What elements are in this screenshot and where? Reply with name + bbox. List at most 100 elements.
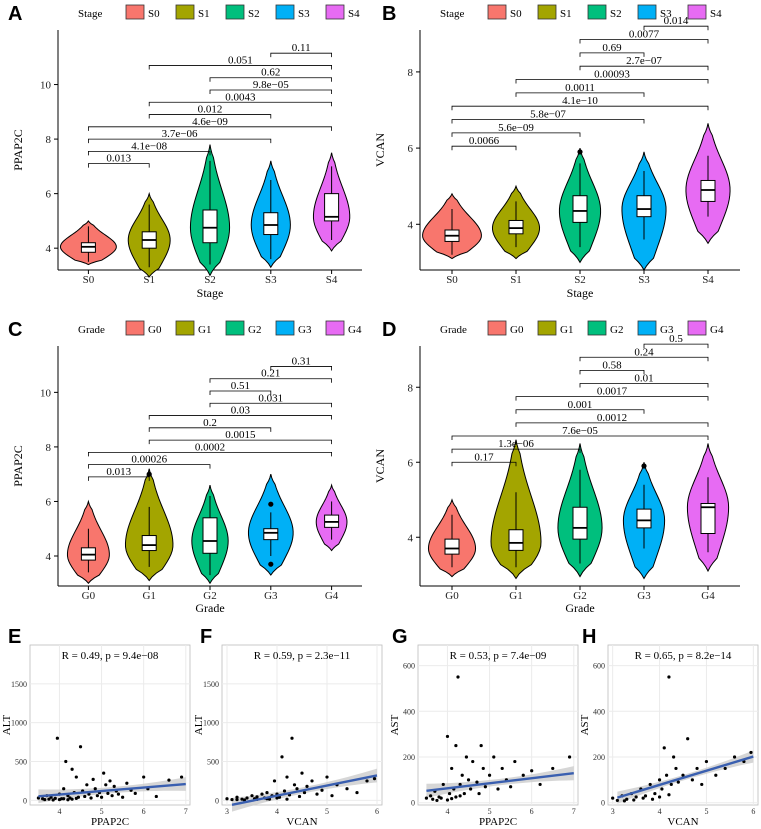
data-point	[454, 795, 458, 799]
x-tick-label: 6	[751, 807, 755, 816]
data-point	[615, 798, 619, 803]
comparison-pvalue: 0.01	[634, 373, 653, 385]
legend-label: G2	[248, 324, 261, 336]
data-point	[235, 795, 239, 799]
y-tick-label: 8	[46, 134, 52, 146]
legend-swatch	[587, 4, 607, 20]
data-point	[435, 798, 439, 803]
y-tick-label: 8	[46, 442, 52, 454]
data-point	[611, 796, 615, 800]
panel-label: C	[8, 319, 22, 341]
x-tick-label: S4	[326, 274, 338, 286]
data-point	[477, 791, 481, 796]
y-axis-title: AST	[389, 714, 401, 735]
legend-swatch	[537, 320, 557, 336]
panel-d: D 4 6 8 G0 G1 G2 G3 G4 Grade VCAN Grade G0 G1 G2 G3 G4 0.…	[373, 319, 740, 615]
data-point	[292, 783, 297, 787]
data-point	[260, 792, 264, 796]
legend-label: S2	[610, 8, 622, 20]
data-point	[179, 775, 184, 779]
comparison-pvalue: 0.0017	[597, 386, 628, 398]
x-tick-label: 4	[658, 807, 662, 816]
panel-c: C 4 6 8 10 G0 G1 G2 G3 G4 Grade PPAP2C Grade G0 G1 G2 G3…	[8, 319, 362, 615]
data-point	[74, 775, 78, 779]
legend-swatch	[275, 320, 295, 336]
comparison-bracket	[88, 150, 211, 156]
legend-swatch	[325, 4, 345, 20]
comparison-pvalue: 0.013	[106, 153, 131, 165]
data-point	[280, 755, 284, 759]
data-point	[676, 780, 680, 784]
data-point	[51, 798, 55, 802]
x-tick-label: 5	[488, 807, 492, 816]
data-point	[99, 795, 104, 799]
correlation-annotation: R = 0.49, p = 9.4e−08	[62, 650, 159, 662]
comparison-bracket	[148, 427, 272, 432]
data-point	[447, 791, 452, 796]
data-point	[749, 750, 753, 755]
panel-label: E	[8, 626, 21, 648]
data-point	[121, 795, 125, 799]
data-point	[483, 785, 487, 789]
comparison-pvalue: 0.51	[231, 380, 250, 392]
x-tick-label: S1	[143, 274, 155, 286]
legend-label: G4	[348, 324, 362, 336]
y-tick-label: 400	[403, 707, 415, 716]
comparison-bracket	[209, 77, 332, 82]
box-g2	[572, 506, 588, 540]
comparison-pvalue: 0.051	[228, 54, 253, 66]
comparison-bracket	[579, 39, 709, 44]
data-point	[479, 743, 483, 748]
x-axis-title: Grade	[195, 601, 224, 615]
data-point	[650, 797, 655, 801]
y-tick-label: 600	[403, 662, 415, 671]
x-tick-label: 5	[100, 807, 104, 816]
data-point	[466, 778, 471, 782]
comparison-bracket	[148, 65, 332, 70]
y-axis-title: VCAN	[373, 449, 387, 483]
x-tick-label: S4	[702, 274, 714, 286]
comparison-bracket	[579, 356, 709, 362]
data-point	[255, 795, 259, 799]
legend-swatch	[487, 320, 507, 336]
y-tick-label: 6	[408, 143, 414, 155]
data-point	[83, 794, 87, 799]
y-tick-label: 10	[40, 80, 52, 92]
data-point	[272, 779, 277, 783]
data-point	[282, 789, 287, 793]
x-tick-label: G4	[325, 590, 339, 602]
data-point	[460, 773, 464, 777]
legend: Stage S0 S1 S2 S3 S4	[440, 4, 722, 20]
panel-h: H 3 4 5 6 0 200 400 600 R = 0.65, p = 8.2e−14 VCAN…	[579, 626, 759, 828]
y-tick-label: 0	[411, 799, 415, 808]
x-tick-label: 7	[184, 807, 188, 816]
data-point	[530, 769, 534, 773]
legend-swatch	[175, 320, 195, 336]
data-point	[450, 766, 454, 771]
x-axis-title: Grade	[565, 601, 594, 615]
data-point	[567, 755, 572, 759]
comparison-bracket	[451, 132, 581, 137]
x-tick-label: S1	[510, 274, 522, 286]
data-point	[475, 780, 479, 784]
data-point	[690, 778, 694, 782]
x-tick-label: G2	[573, 590, 586, 602]
outlier-point	[268, 561, 274, 567]
data-point	[487, 773, 492, 777]
comparison-bracket	[88, 451, 332, 457]
data-point	[245, 796, 249, 800]
outlier-point	[577, 149, 583, 155]
data-point	[355, 790, 359, 795]
data-point	[57, 797, 62, 802]
comparison-pvalue: 0.0002	[195, 441, 225, 453]
x-axis-title: VCAN	[286, 816, 317, 828]
x-tick-label: 4	[57, 807, 61, 816]
data-point	[458, 782, 462, 787]
comparison-bracket	[209, 89, 332, 94]
data-point	[657, 795, 662, 799]
y-tick-label: 6	[46, 496, 52, 508]
y-tick-label: 4	[46, 551, 52, 563]
data-point	[471, 759, 475, 764]
x-tick-label: 3	[611, 807, 615, 816]
